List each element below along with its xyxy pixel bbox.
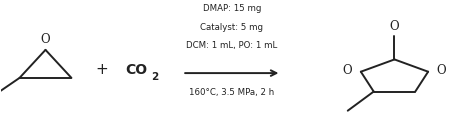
Text: CO: CO [126,63,148,77]
Text: O: O [343,64,352,77]
Text: 160°C, 3.5 MPa, 2 h: 160°C, 3.5 MPa, 2 h [189,88,274,97]
Text: O: O [41,33,50,47]
Text: DMAP: 15 mg: DMAP: 15 mg [202,4,261,13]
Text: O: O [437,64,446,77]
Text: Catalyst: 5 mg: Catalyst: 5 mg [200,23,263,32]
Text: O: O [390,20,399,33]
Text: 2: 2 [151,72,158,82]
Text: DCM: 1 mL, PO: 1 mL: DCM: 1 mL, PO: 1 mL [186,41,277,50]
Text: +: + [96,62,108,76]
